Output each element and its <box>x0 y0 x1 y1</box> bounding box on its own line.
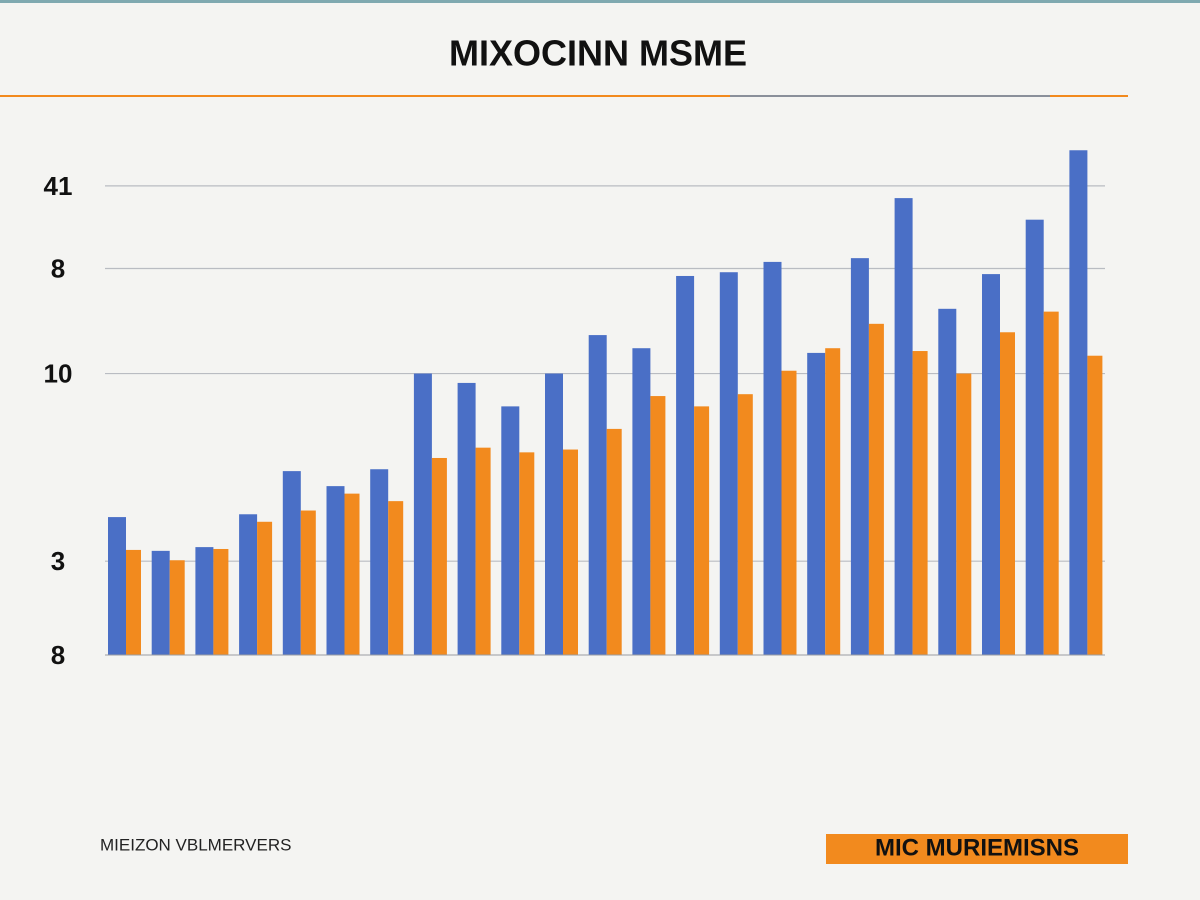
bar <box>326 486 345 655</box>
bar <box>781 370 797 655</box>
bar <box>1000 332 1015 655</box>
y-tick-label: 41 <box>44 171 73 201</box>
bar <box>126 549 141 655</box>
bar <box>501 406 520 655</box>
y-tick-label: 3 <box>51 546 65 576</box>
bar <box>457 382 476 655</box>
bar <box>1043 311 1059 655</box>
bar <box>606 428 622 655</box>
top-border <box>0 0 1200 3</box>
bar <box>850 258 869 655</box>
bar <box>912 351 928 655</box>
y-tick-label: 8 <box>51 253 65 283</box>
chart-title: MIXOCINN MSME <box>449 33 747 74</box>
bar <box>1025 219 1044 655</box>
bar <box>1087 355 1103 655</box>
bar <box>1069 150 1088 655</box>
bar <box>213 548 229 655</box>
bar <box>151 550 170 655</box>
bar <box>388 501 404 655</box>
bar <box>300 510 316 655</box>
bar <box>169 560 185 655</box>
bar <box>370 469 389 655</box>
bar <box>108 517 126 655</box>
bar <box>868 323 884 655</box>
y-tick-label: 8 <box>51 640 65 670</box>
legend-box <box>826 834 1128 864</box>
bar <box>694 406 710 655</box>
bar <box>195 547 214 655</box>
bar <box>344 493 360 655</box>
bar <box>545 373 563 655</box>
bar <box>982 274 1000 655</box>
legend-label: MIC MURIEMISNS <box>875 834 1079 861</box>
bar <box>475 447 491 655</box>
bar <box>282 471 301 655</box>
bar <box>763 261 782 655</box>
y-tick-label: 10 <box>44 358 73 388</box>
bar <box>413 373 432 655</box>
bar <box>825 348 841 655</box>
bar <box>956 373 972 655</box>
bar <box>632 348 651 655</box>
bar <box>938 308 957 655</box>
bar <box>807 352 826 655</box>
bar <box>894 198 913 655</box>
bar <box>239 514 258 655</box>
bar <box>737 394 753 655</box>
bar <box>650 396 666 655</box>
bar <box>719 272 738 655</box>
bar <box>563 449 578 655</box>
bar <box>431 457 447 655</box>
bar <box>588 335 607 655</box>
bar <box>519 452 535 655</box>
bar <box>676 275 695 655</box>
footnote: MIEIZON VBLMERVERS <box>100 835 291 854</box>
bar <box>257 521 273 655</box>
